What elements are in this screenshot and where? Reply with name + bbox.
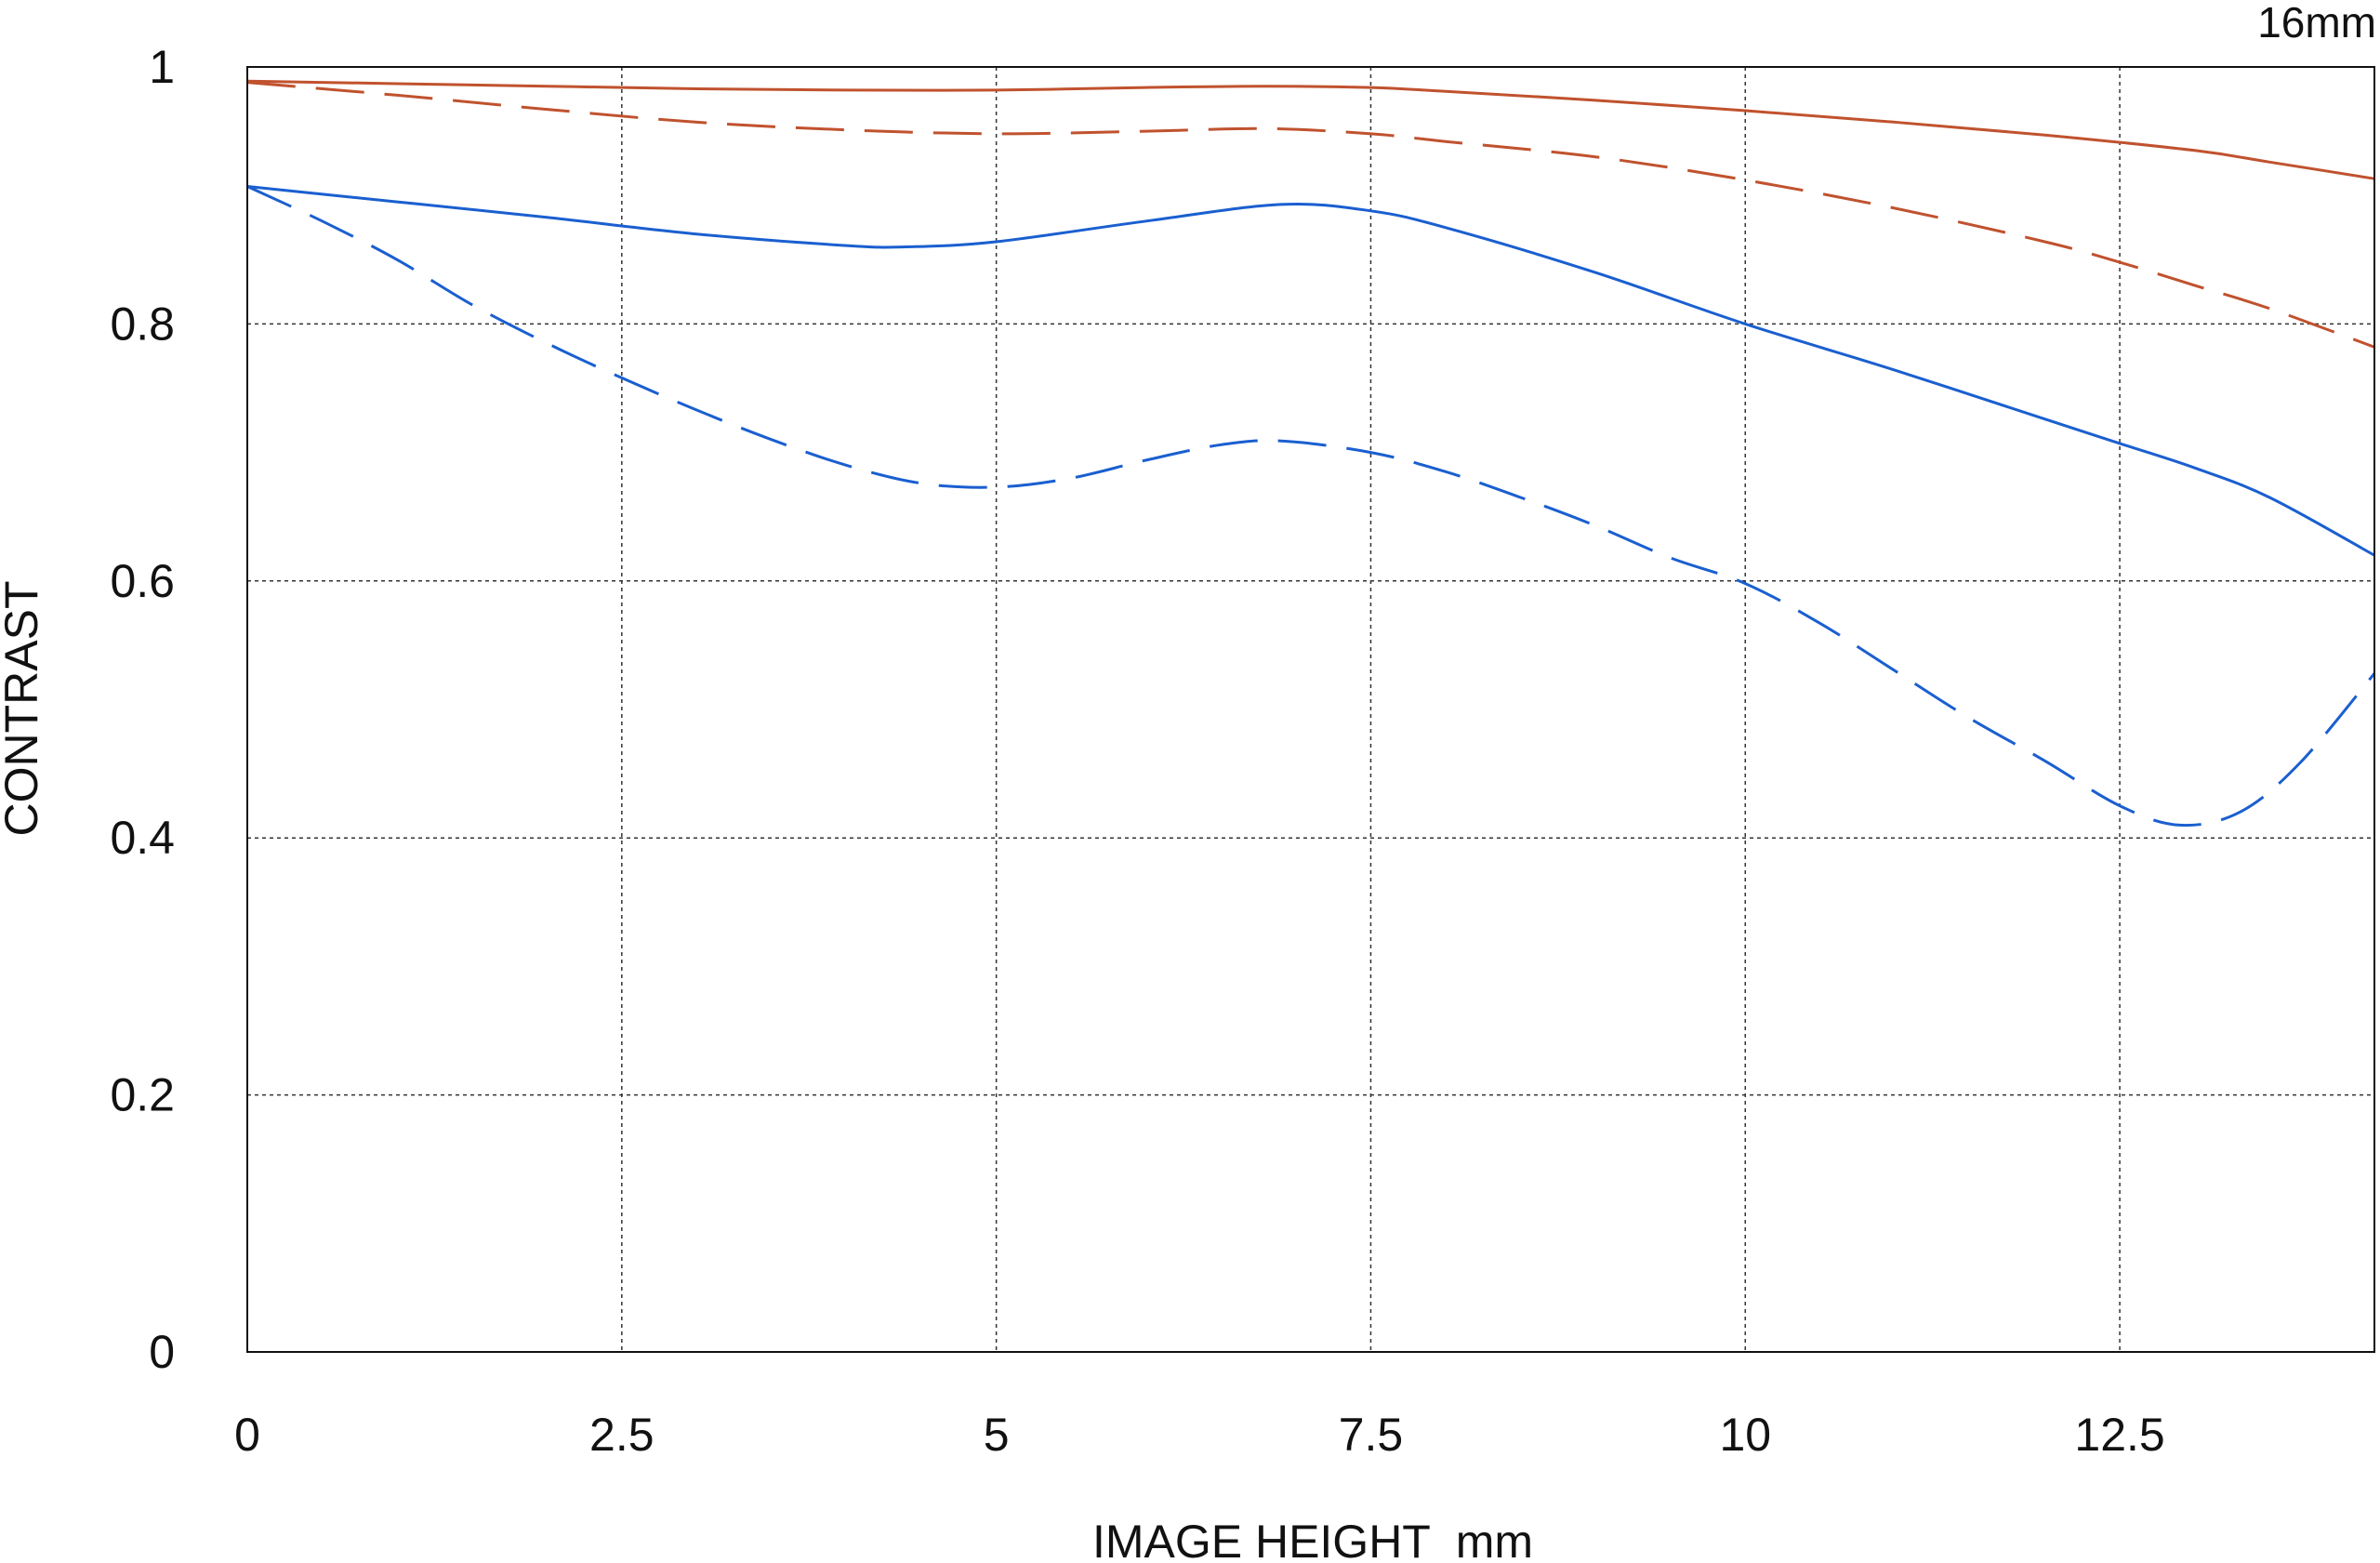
x-tick-label: 12.5 — [2074, 1409, 2164, 1461]
y-tick-label: 0.2 — [110, 1069, 175, 1121]
x-tick-labels: 0 2.5 5 7.5 10 12.5 — [234, 1409, 2165, 1461]
y-tick-label: 0 — [149, 1326, 175, 1378]
y-tick-label: 1 — [149, 41, 175, 93]
y-tick-labels: 0 0.2 0.4 0.6 0.8 1 — [110, 41, 175, 1378]
plot-frame — [246, 66, 2375, 1353]
y-tick-label: 0.4 — [110, 812, 175, 864]
x-tick-label: 7.5 — [1339, 1409, 1404, 1461]
y-tick-label: 0.8 — [110, 298, 175, 350]
y-axis-label: CONTRAST — [0, 581, 47, 837]
x-tick-label: 5 — [984, 1409, 1010, 1461]
series-line-2 — [246, 81, 2375, 349]
x-tick-label: 10 — [1719, 1409, 1771, 1461]
chart-title: 16mm — [2257, 0, 2376, 46]
series-line-1 — [246, 79, 2375, 180]
x-axis-label: IMAGE HEIGHT mm — [1092, 1516, 1533, 1563]
y-tick-label: 0.6 — [110, 555, 175, 607]
series-line-3 — [246, 185, 2375, 557]
series-line-4 — [246, 185, 2376, 828]
x-tick-label: 2.5 — [589, 1409, 654, 1461]
grid-lines — [247, 67, 2374, 1352]
x-tick-label: 0 — [234, 1409, 260, 1461]
series-lines — [246, 79, 2376, 828]
